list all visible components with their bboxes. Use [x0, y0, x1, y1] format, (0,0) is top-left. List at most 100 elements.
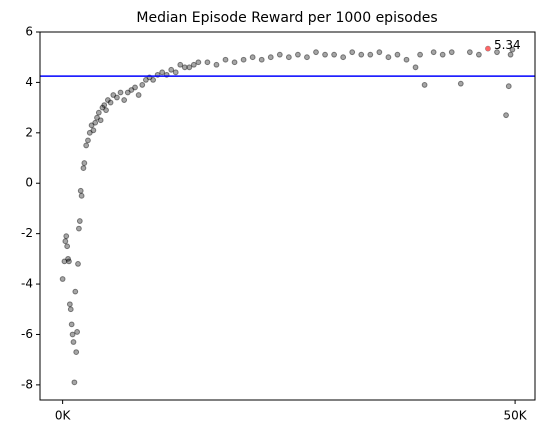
point — [267, 54, 274, 61]
point — [61, 258, 68, 265]
point — [135, 92, 142, 98]
point — [121, 97, 128, 103]
annotation: 5.34 — [494, 38, 521, 52]
point — [80, 165, 87, 172]
point — [78, 192, 85, 199]
y-tick-label: 6 — [25, 25, 33, 39]
point — [295, 51, 301, 58]
point — [59, 276, 66, 282]
point — [349, 49, 356, 56]
point — [249, 54, 256, 61]
point — [86, 129, 93, 136]
point — [81, 160, 88, 166]
point — [90, 127, 97, 134]
point — [103, 107, 109, 114]
point — [72, 288, 79, 295]
point — [88, 122, 95, 129]
max-point — [485, 46, 491, 52]
point — [74, 329, 81, 335]
point — [71, 379, 78, 386]
point — [313, 49, 319, 56]
y-tick-label: 4 — [25, 75, 33, 89]
y-tick-label: 2 — [25, 125, 33, 139]
chart-title: Median Episode Reward per 1000 episodes — [136, 10, 437, 26]
point — [258, 56, 265, 63]
point — [181, 64, 188, 71]
y-tick-label: -8 — [21, 377, 33, 391]
point — [222, 56, 229, 63]
point — [83, 142, 90, 149]
point — [204, 59, 211, 66]
point — [66, 258, 72, 265]
point — [97, 117, 104, 124]
point — [159, 69, 166, 76]
point — [331, 51, 338, 58]
point — [70, 339, 77, 345]
point — [322, 51, 328, 58]
point — [186, 64, 193, 71]
point — [63, 233, 70, 240]
point — [376, 49, 383, 56]
y-tick-label: -4 — [21, 277, 33, 291]
point — [466, 49, 473, 56]
point — [421, 82, 428, 88]
point — [142, 76, 149, 83]
y-tick-label: -2 — [21, 226, 33, 240]
point — [240, 56, 247, 63]
point — [65, 255, 71, 262]
point — [95, 109, 102, 116]
point — [340, 54, 347, 61]
plot-frame — [39, 31, 536, 401]
point — [62, 238, 69, 245]
y-tick-label: 0 — [25, 176, 33, 190]
point — [92, 119, 99, 126]
point — [114, 94, 120, 101]
x-tick-label: 50K — [504, 409, 528, 423]
point — [475, 51, 482, 58]
point — [124, 89, 131, 96]
point — [168, 66, 175, 73]
y-tick-label: -6 — [21, 327, 33, 341]
point — [94, 114, 100, 121]
point — [139, 82, 146, 88]
point — [439, 51, 446, 58]
point — [69, 331, 76, 338]
point — [150, 76, 157, 83]
point — [457, 80, 464, 87]
point — [507, 51, 514, 58]
point — [101, 102, 108, 108]
point — [99, 104, 106, 111]
point — [67, 306, 74, 313]
point — [358, 51, 365, 58]
point — [503, 112, 509, 119]
point — [66, 301, 73, 308]
point — [412, 64, 419, 71]
point — [448, 49, 455, 56]
point — [110, 92, 117, 98]
point — [394, 51, 401, 58]
point — [285, 54, 292, 61]
point — [417, 51, 423, 58]
point — [430, 49, 437, 56]
point — [107, 99, 114, 106]
x-tick-label: 0K — [55, 409, 72, 423]
point — [68, 321, 75, 328]
point — [76, 218, 83, 224]
point — [195, 59, 202, 66]
point — [73, 349, 80, 356]
point — [177, 61, 184, 68]
point — [128, 87, 135, 93]
point — [77, 187, 84, 194]
point — [132, 84, 138, 91]
point — [403, 56, 410, 63]
point — [509, 46, 516, 53]
point — [231, 59, 238, 66]
point — [505, 83, 512, 90]
point — [117, 89, 124, 96]
point — [190, 61, 197, 68]
point — [276, 51, 283, 58]
point — [76, 225, 82, 232]
point — [213, 61, 220, 68]
point — [385, 54, 392, 61]
